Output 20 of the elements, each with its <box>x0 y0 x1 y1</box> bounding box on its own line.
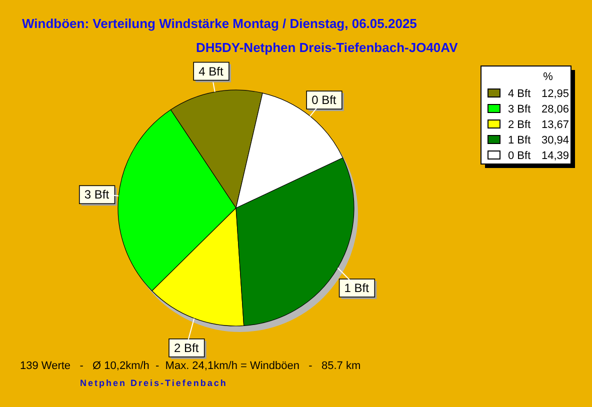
data-label: 30,94 <box>541 134 569 146</box>
legend-label: 0 Bft <box>508 150 531 162</box>
chart-subtitle: DH5DY-Netphen Dreis-Tiefenbach-JO40AV <box>196 40 458 55</box>
slice-label: 1 Bft <box>344 281 370 296</box>
legend-label: 3 Bft <box>508 104 531 116</box>
text: Netphen Dreis-Tiefenbach <box>80 378 228 388</box>
legend-label: 2 Bft <box>508 119 531 131</box>
chart-title: Windböen: Verteilung Windstärke Montag / Dienstag, 06.05.2025 <box>22 16 417 31</box>
data-label: 13,67 <box>541 119 569 131</box>
text: 139 Werte - Ø 10,2km/h - Max. 24,1km/h = Windböen - 85.7 km <box>20 360 361 372</box>
legend-label: 4 Bft <box>508 88 531 100</box>
slice-label: 2 Bft <box>174 340 200 355</box>
slice-label: 3 Bft <box>84 188 110 202</box>
data-label: 28,06 <box>541 104 569 116</box>
data-label: 12,95 <box>541 88 569 100</box>
legend-label: 1 Bft <box>508 134 531 146</box>
slice-label: 0 Bft <box>312 93 337 108</box>
data-label: 14,39 <box>541 150 569 162</box>
slice-label: 4 Bft <box>198 64 224 78</box>
legend-title: % <box>543 71 554 83</box>
